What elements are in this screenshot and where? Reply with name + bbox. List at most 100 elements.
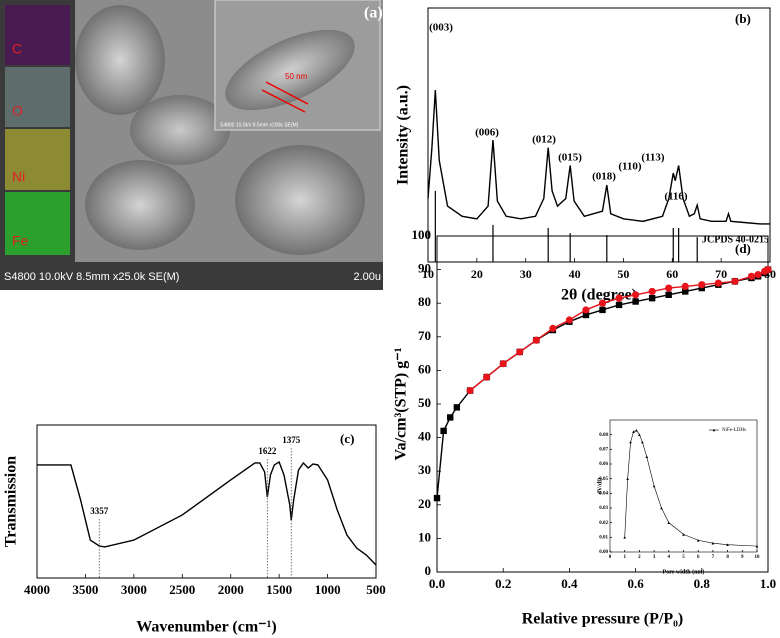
panel-label: (c) bbox=[340, 431, 354, 446]
marker-label: 3357 bbox=[90, 506, 109, 516]
plot-frame bbox=[609, 419, 758, 553]
peak-label: (003) bbox=[429, 22, 453, 34]
y-axis-label: Intensity (a.u.) bbox=[395, 85, 412, 185]
marker bbox=[447, 414, 454, 421]
x-tick-label: 1500 bbox=[266, 582, 292, 597]
element-label: Ni bbox=[12, 169, 25, 185]
x-tick-label: 500 bbox=[366, 582, 386, 597]
x-tick-label: 2000 bbox=[218, 582, 244, 597]
map-fe bbox=[5, 192, 70, 255]
x-tick-label: 0.2 bbox=[495, 576, 511, 591]
marker bbox=[440, 427, 447, 435]
marker bbox=[641, 440, 644, 444]
x-tick-label: 6 bbox=[697, 555, 700, 560]
marker bbox=[747, 272, 756, 280]
x-axis-label: 2θ (degree) bbox=[561, 287, 637, 304]
y-axis-label: Transmission bbox=[3, 456, 20, 547]
x-tick-label: 1.0 bbox=[760, 576, 776, 591]
sem-flower bbox=[75, 5, 165, 115]
y-tick-label: 0 bbox=[425, 563, 432, 578]
x-tick-label: 4 bbox=[668, 555, 671, 560]
map-ni bbox=[5, 129, 70, 190]
marker bbox=[582, 306, 590, 314]
y-tick-label: 50 bbox=[418, 395, 431, 410]
marker bbox=[648, 294, 656, 302]
marker bbox=[648, 287, 656, 296]
marker-label: 1375 bbox=[282, 435, 301, 445]
y-tick-label: 40 bbox=[418, 429, 431, 444]
marker bbox=[433, 494, 441, 502]
peak-label: (006) bbox=[475, 127, 499, 139]
peak-label: (018) bbox=[592, 171, 616, 183]
y-tick-label: 0.04 bbox=[599, 491, 608, 496]
x-tick-label: 0.6 bbox=[627, 576, 644, 591]
marker bbox=[598, 299, 607, 307]
x-axis-label: Pore width (nm) bbox=[663, 568, 705, 575]
sem-flower bbox=[85, 160, 195, 250]
sem-scale: 2.00u bbox=[353, 271, 381, 283]
legend-marker bbox=[712, 428, 716, 432]
marker bbox=[714, 279, 722, 287]
marker bbox=[711, 541, 715, 545]
marker bbox=[499, 360, 507, 368]
marker bbox=[755, 544, 759, 548]
marker bbox=[629, 440, 632, 444]
series-line bbox=[37, 460, 377, 566]
x-tick-label: 1 bbox=[623, 555, 626, 560]
plot-frame bbox=[36, 424, 377, 579]
x-tick-label: 7 bbox=[712, 555, 715, 560]
y-tick-label: 0.00 bbox=[599, 550, 608, 555]
marker bbox=[665, 291, 672, 298]
y-tick-label: 10 bbox=[418, 529, 431, 544]
marker bbox=[483, 373, 491, 381]
sem-panel: 50 nm S4800 10.0kV 8.5mm x200k SE(M) C O… bbox=[0, 0, 383, 290]
sem-flower bbox=[130, 95, 230, 165]
marker bbox=[638, 433, 641, 436]
peak-label: (012) bbox=[532, 134, 556, 146]
y-tick-label: 60 bbox=[418, 361, 431, 376]
y-tick-label: 20 bbox=[418, 496, 431, 511]
y-tick-label: 0.02 bbox=[599, 521, 608, 526]
x-tick-label: 60 bbox=[666, 267, 678, 281]
x-tick-label: 0.4 bbox=[561, 576, 578, 591]
marker bbox=[453, 404, 461, 411]
marker bbox=[626, 477, 629, 480]
x-tick-label: 10 bbox=[422, 267, 434, 281]
marker bbox=[665, 284, 673, 292]
marker bbox=[682, 533, 685, 536]
panel-label: (d) bbox=[735, 241, 751, 256]
marker bbox=[532, 336, 540, 344]
element-label: Fe bbox=[12, 233, 29, 249]
y-axis-label: Va/cm³(STP) g⁻¹ bbox=[393, 347, 410, 460]
inset-scale: 50 nm bbox=[285, 72, 308, 81]
marker bbox=[696, 538, 700, 542]
marker bbox=[681, 282, 689, 290]
x-tick-label: 10 bbox=[755, 555, 761, 560]
sem-flower bbox=[235, 145, 365, 255]
marker bbox=[754, 271, 762, 279]
element-label: O bbox=[12, 103, 23, 119]
x-axis-label: Relative pressure (P/P₀) bbox=[522, 611, 684, 628]
x-tick-label: 5 bbox=[682, 555, 685, 560]
y-tick-label: 0.05 bbox=[599, 477, 608, 482]
x-tick-label: 4000 bbox=[24, 582, 50, 597]
y-axis-label: dV/dD bbox=[597, 477, 603, 495]
marker bbox=[652, 484, 656, 488]
marker bbox=[761, 267, 769, 275]
y-tick-label: 80 bbox=[418, 294, 431, 309]
marker bbox=[582, 311, 590, 319]
y-tick-label: 0.06 bbox=[599, 462, 608, 467]
peak-label: (015) bbox=[558, 152, 582, 164]
x-tick-label: 0 bbox=[609, 555, 612, 560]
peak-label: (110) bbox=[618, 161, 642, 173]
legend-label: NiFe-LDHs bbox=[722, 428, 746, 433]
x-tick-label: 3000 bbox=[121, 582, 147, 597]
x-tick-label: 70 bbox=[715, 267, 727, 281]
marker bbox=[615, 294, 623, 302]
sem-flake bbox=[225, 29, 355, 111]
x-tick-label: 8 bbox=[726, 555, 729, 560]
x-tick-label: 0.0 bbox=[429, 576, 445, 591]
x-tick-label: 3500 bbox=[72, 582, 98, 597]
marker bbox=[632, 430, 635, 434]
